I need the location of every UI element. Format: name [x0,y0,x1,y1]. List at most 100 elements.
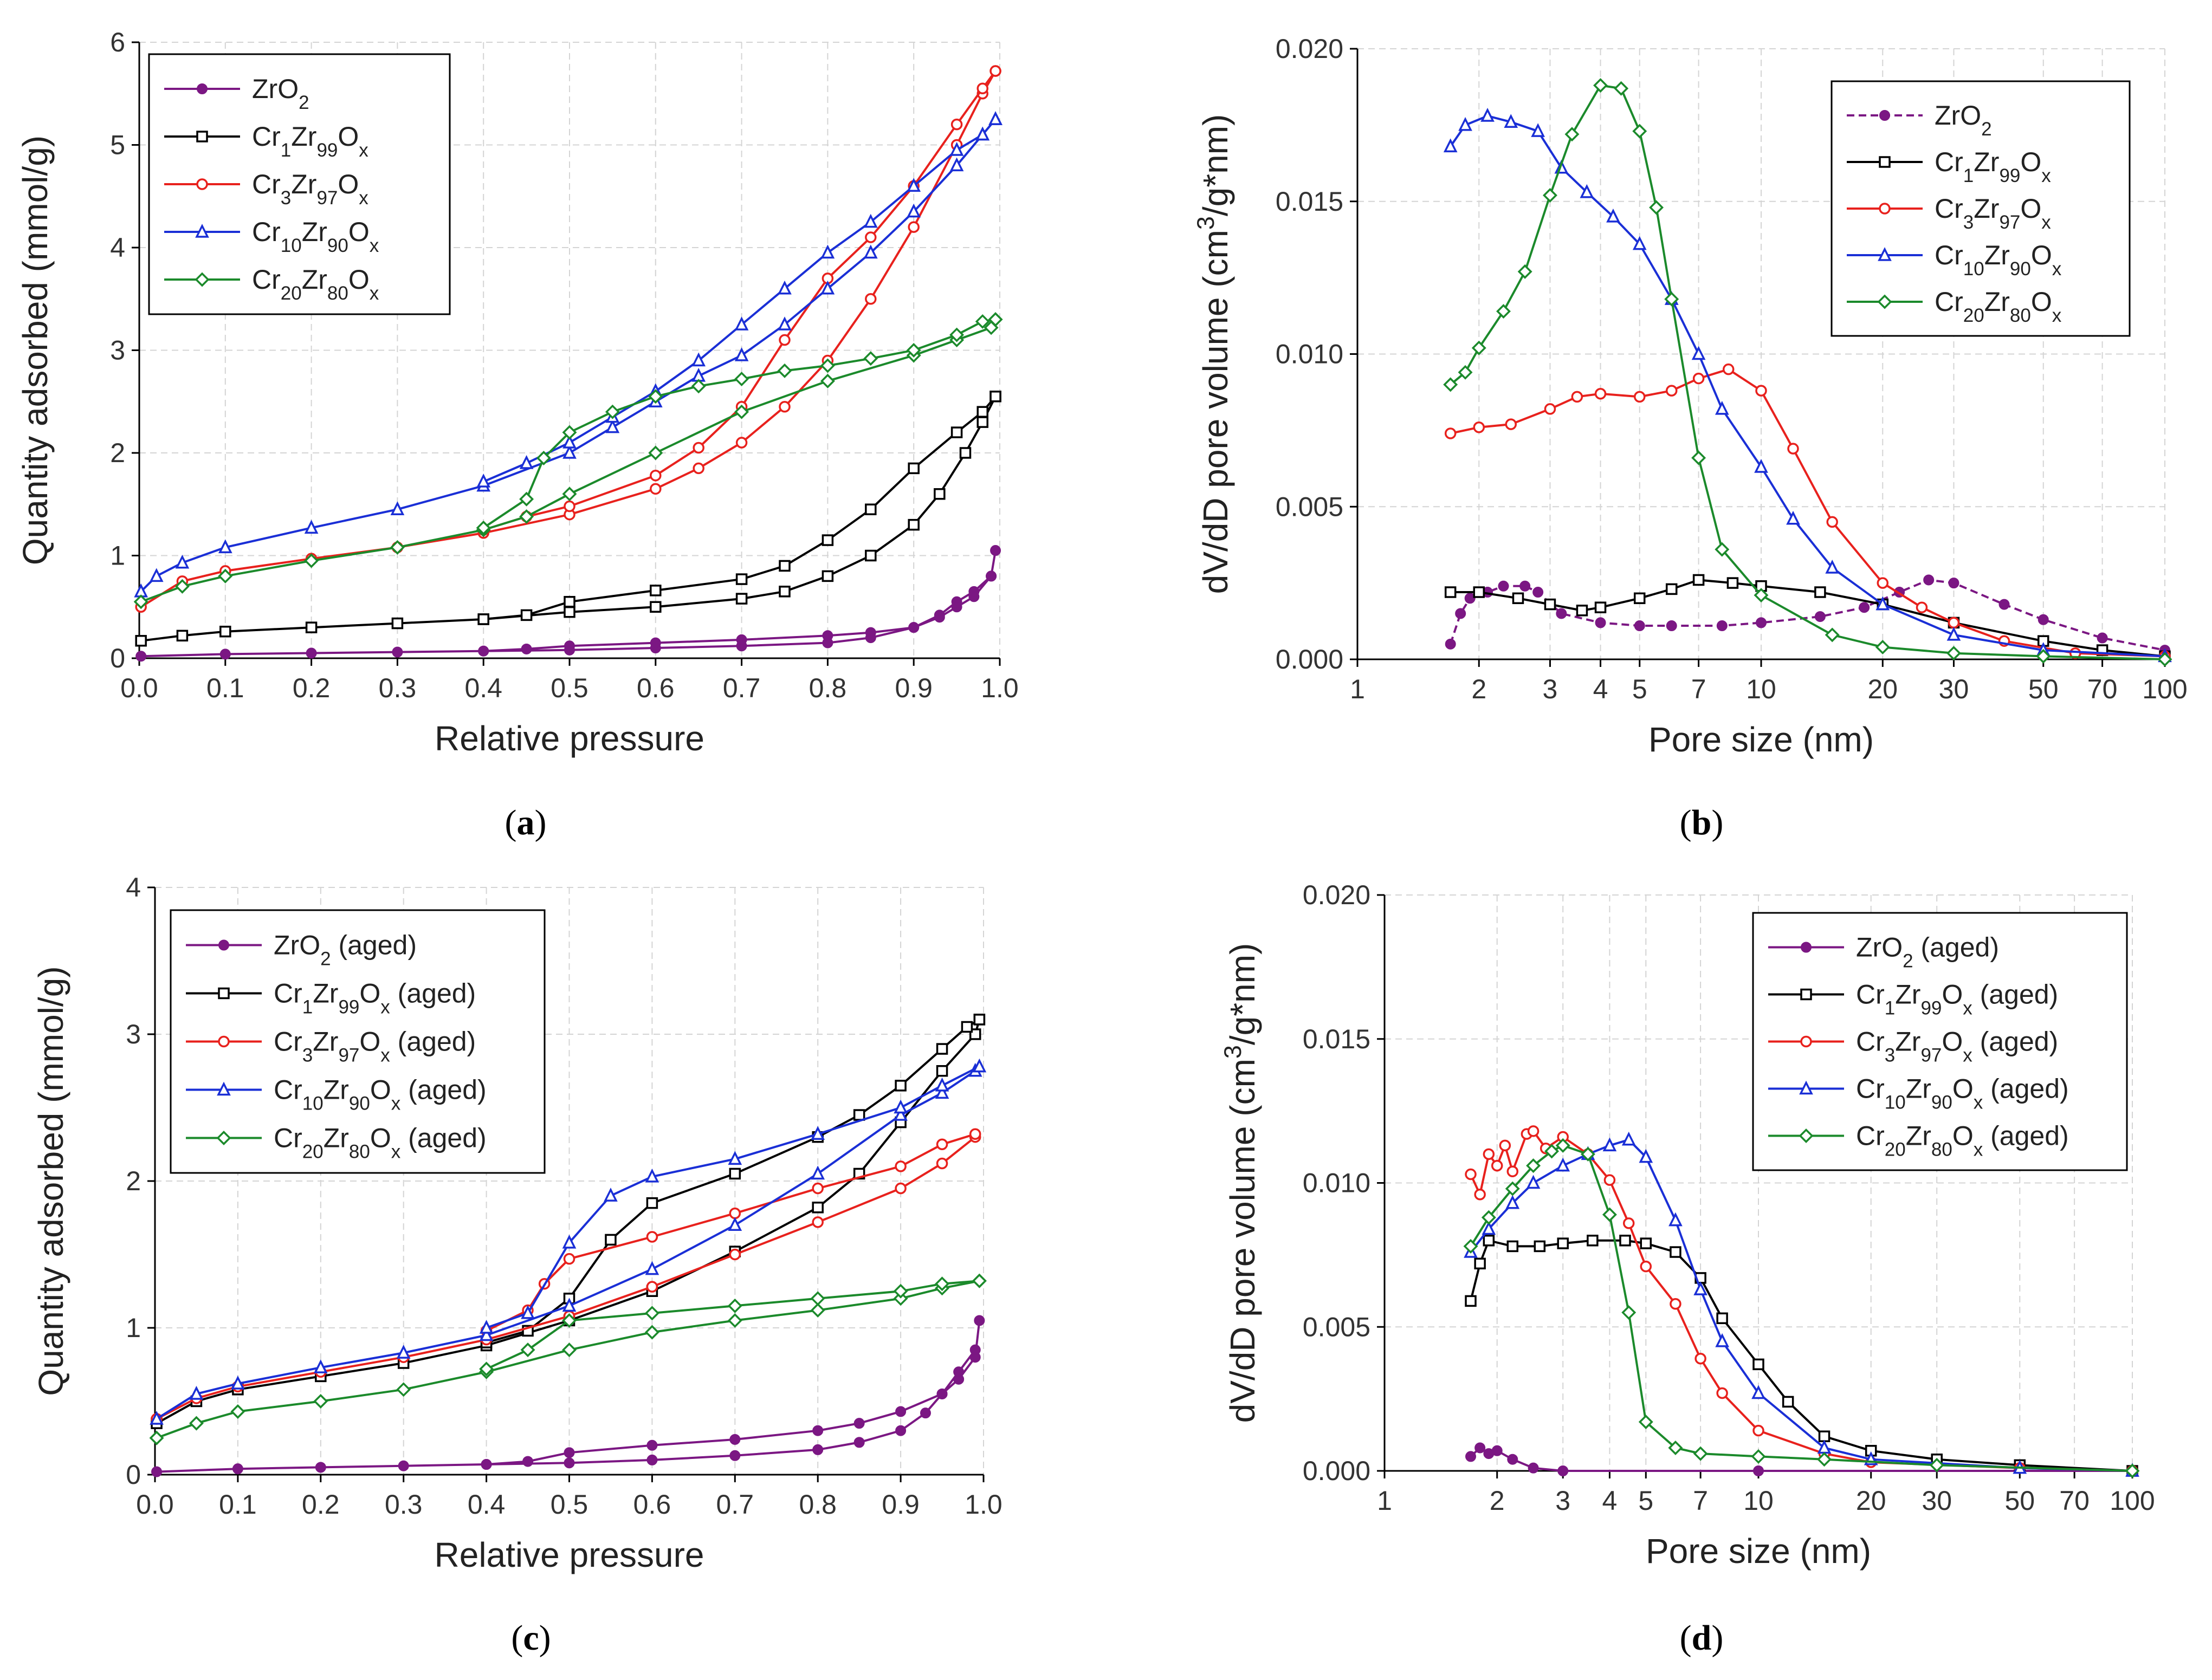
x-tick-label: 30 [1922,1486,1952,1516]
data-point [1555,1138,1570,1153]
legend-marker [218,939,229,951]
text-run: 90 [349,1093,370,1114]
data-point [989,391,1001,403]
text-run: 3 [1192,216,1219,230]
data-point [519,491,534,507]
data-point [734,316,749,330]
x-tick-label: 0.2 [302,1489,340,1520]
data-point [1694,1352,1706,1365]
data-point [1948,617,1960,629]
data-point [1580,1146,1595,1162]
data-point [865,293,877,305]
data-point [1528,1462,1539,1474]
data-point [961,1021,973,1033]
data-point [562,425,577,440]
data-point [648,445,663,460]
text-run: ZrO [1856,932,1903,963]
data-point [777,363,792,378]
data-point [1557,1465,1569,1476]
data-point [865,627,876,638]
text-run: (aged) [1972,980,2058,1010]
y-tick-label: 1 [110,541,125,571]
y-tick-label: 0.005 [1303,1312,1370,1342]
data-point [1481,1210,1496,1225]
text-run: 2 [1903,950,1913,971]
text-run: O [348,264,370,295]
data-point [969,1344,981,1355]
data-point [1826,516,1838,528]
y-tick-label: 0.005 [1276,491,1343,522]
data-point [644,1325,659,1340]
data-point [1458,365,1473,380]
data-point [1752,1358,1764,1371]
data-point [1483,1235,1495,1247]
data-point [1665,583,1678,595]
data-point [920,1407,931,1419]
legend-marker [1800,1035,1812,1048]
text-run: Zr [324,1075,349,1105]
data-point [1491,1445,1503,1456]
data-point [934,612,945,623]
series-line [1449,579,2165,652]
series-line [141,550,997,658]
y-tick-label: 4 [126,872,141,903]
legend-entry: ZrO2 (aged) [1856,932,1999,972]
data-point [934,488,946,500]
data-point [1916,601,1928,613]
legend-entry: Cr1Zr99Ox [252,121,368,161]
data-point [2036,648,2051,664]
data-point [304,553,319,568]
series-ZrO2-aged- [1465,1442,2138,1476]
data-point [521,643,532,654]
text-run: ZrO [1935,100,1981,131]
data-point [1946,627,1961,641]
data-point [935,1085,949,1099]
x-tick-label: 5 [1638,1486,1653,1516]
legend-entry: Cr10Zr90Ox (aged) [274,1075,487,1114]
data-point [1542,188,1557,203]
data-point [1557,1237,1569,1249]
data-point [936,1065,948,1077]
x-tick-label: 1 [1350,674,1365,704]
data-point [1670,1246,1681,1258]
data-point [908,221,920,233]
data-point [563,1253,575,1265]
x-tick-label: 70 [2087,674,2118,704]
text-run: 3 [1885,1045,1895,1066]
y-tick-label: 0.020 [1276,34,1343,64]
data-point [691,352,706,367]
x-tick-label: 30 [1939,674,1969,704]
x-tick-label: 20 [1856,1486,1886,1516]
series-line [1470,1138,2133,1472]
text-run: x [359,140,368,161]
y-axis-label: dV/dD pore volume (cm3/g*nm) [1192,114,1235,594]
data-point [1875,639,1890,654]
data-point [950,426,963,438]
data-point [728,1151,742,1165]
data-point [972,1058,987,1073]
text-run: (aged) [1983,1074,2068,1104]
data-point [908,518,920,531]
text-run: O [370,1123,391,1153]
data-point [1752,1424,1764,1437]
x-axis-label: Relative pressure [435,719,704,758]
data-point [906,343,921,358]
data-point [1875,596,1890,611]
data-point [1692,372,1705,385]
data-point [778,280,792,295]
series-line [1470,1239,2133,1472]
text-run: 2 [299,92,309,113]
legend-marker [196,131,208,142]
text-run: Cr [1935,240,1963,270]
data-point [729,1433,741,1445]
series-line [1470,1144,2133,1472]
text-run: x [380,1045,390,1066]
data-point [865,231,877,243]
data-point [936,1043,948,1055]
data-point [520,1342,535,1358]
text-run: Zr [1974,193,1999,224]
legend-entry: Cr10Zr90Ox [252,217,379,256]
data-point [1634,620,1645,632]
x-tick-label: 0.0 [136,1489,174,1520]
x-tick-label: 0.6 [633,1489,671,1520]
